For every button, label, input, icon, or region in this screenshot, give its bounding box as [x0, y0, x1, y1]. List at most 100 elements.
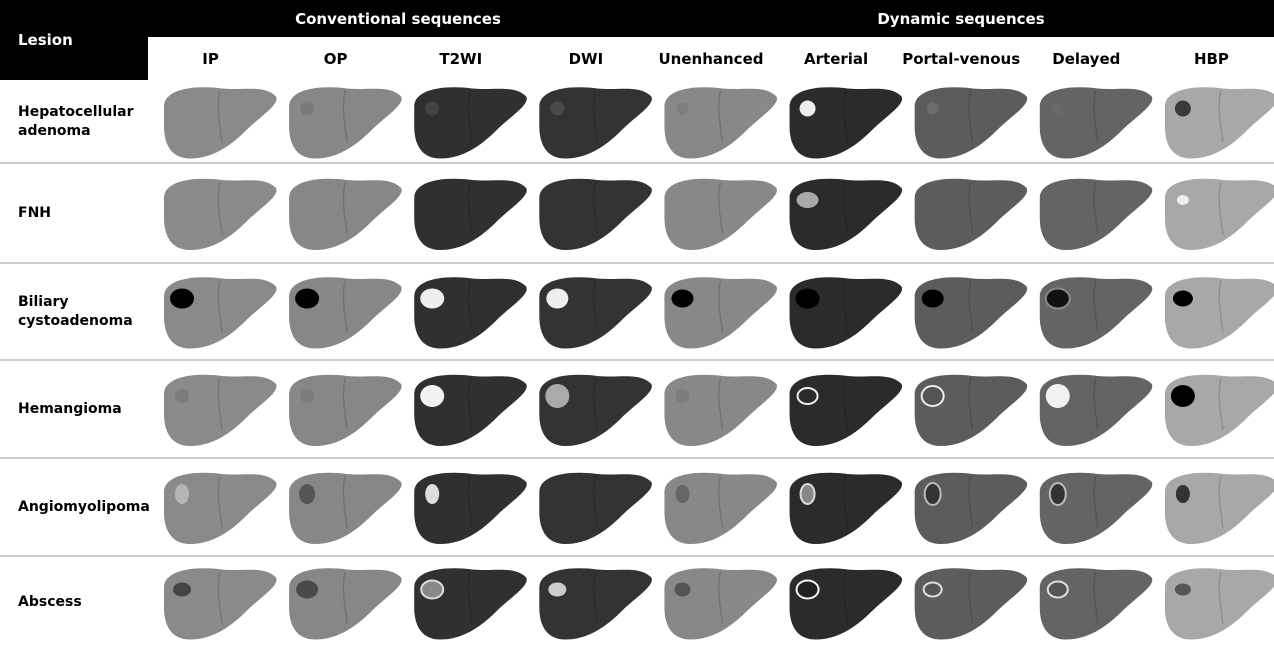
liver-shape [539, 277, 652, 348]
lesion [295, 289, 319, 309]
liver-shape [164, 87, 277, 158]
column-header: IP [148, 37, 273, 80]
lesion [797, 192, 819, 208]
liver-shape [790, 568, 903, 639]
liver-icon [790, 179, 903, 250]
liver-icon [164, 277, 277, 348]
lesion [674, 583, 690, 597]
lesion [300, 389, 314, 403]
lesion [800, 101, 816, 117]
lesion [925, 483, 941, 505]
liver-icon [1040, 375, 1153, 446]
liver-icon [164, 473, 277, 544]
liver-shape [664, 568, 777, 639]
row-label: Abscess [0, 556, 140, 649]
liver-icon [1040, 277, 1153, 348]
liver-shape [915, 277, 1028, 348]
liver-icon [790, 473, 903, 544]
column-header: T2WI [398, 37, 523, 80]
liver-shape [414, 87, 527, 158]
liver-shape [289, 473, 402, 544]
liver-shape [289, 277, 402, 348]
liver-grid [0, 0, 1274, 649]
lesion [425, 102, 439, 116]
liver-shape [664, 277, 777, 348]
lesion [420, 385, 444, 407]
liver-icon [164, 568, 277, 639]
lesion [1052, 103, 1064, 115]
lesion [421, 581, 443, 599]
lesion [675, 485, 689, 503]
liver-icon [414, 87, 527, 158]
liver-shape [1040, 568, 1153, 639]
liver-shape [539, 568, 652, 639]
liver-icon [539, 87, 652, 158]
liver-icon [164, 375, 277, 446]
column-header: HBP [1149, 37, 1274, 80]
liver-icon [1040, 87, 1153, 158]
lesion [1046, 384, 1070, 408]
liver-shape [1040, 87, 1153, 158]
liver-shape [790, 179, 903, 250]
liver-icon [1165, 277, 1274, 348]
liver-shape [539, 87, 652, 158]
liver-icon [289, 473, 402, 544]
liver-shape [289, 87, 402, 158]
lesion [1175, 584, 1191, 596]
row-label: Biliary cystoadenoma [0, 263, 140, 360]
row-label: Hemangioma [0, 360, 140, 458]
liver-icon [915, 568, 1028, 639]
liver-icon [1165, 473, 1274, 544]
liver-shape [414, 568, 527, 639]
lesion [1173, 291, 1193, 307]
liver-shape [164, 568, 277, 639]
column-header: Unenhanced [648, 37, 773, 80]
lesion [425, 484, 439, 504]
liver-icon [164, 179, 277, 250]
lesion [420, 289, 444, 309]
liver-shape [915, 87, 1028, 158]
liver-icon [664, 375, 777, 446]
liver-shape [414, 179, 527, 250]
lesion [545, 384, 569, 408]
row-label: Hepatocellular adenoma [0, 80, 140, 163]
column-header: Portal-venous [899, 37, 1024, 80]
liver-icon [915, 179, 1028, 250]
liver-shape [289, 375, 402, 446]
lesion [1048, 582, 1068, 598]
liver-icon [539, 568, 652, 639]
liver-shape [164, 375, 277, 446]
liver-shape [664, 375, 777, 446]
liver-icon [164, 87, 277, 158]
liver-icon [790, 375, 903, 446]
lesion [170, 289, 194, 309]
lesion [675, 389, 689, 403]
lesion [548, 583, 566, 597]
liver-shape [664, 473, 777, 544]
liver-icon [414, 179, 527, 250]
liver-icon [664, 87, 777, 158]
lesion [173, 583, 191, 597]
lesion [1176, 485, 1190, 503]
column-header: DWI [523, 37, 648, 80]
liver-icon [414, 277, 527, 348]
lesion [296, 581, 318, 599]
liver-shape [1040, 179, 1153, 250]
lesion [299, 484, 315, 504]
liver-shape [790, 87, 903, 158]
liver-shape [915, 568, 1028, 639]
liver-icon [539, 375, 652, 446]
liver-icon [414, 473, 527, 544]
liver-icon [790, 568, 903, 639]
liver-shape [164, 179, 277, 250]
liver-shape [915, 179, 1028, 250]
column-header: Delayed [1024, 37, 1149, 80]
liver-icon [289, 277, 402, 348]
lesion [550, 102, 564, 116]
liver-shape [289, 568, 402, 639]
lesion [175, 389, 189, 403]
lesion [1050, 483, 1066, 505]
liver-icon [664, 179, 777, 250]
lesion [1171, 385, 1195, 407]
liver-shape [539, 473, 652, 544]
